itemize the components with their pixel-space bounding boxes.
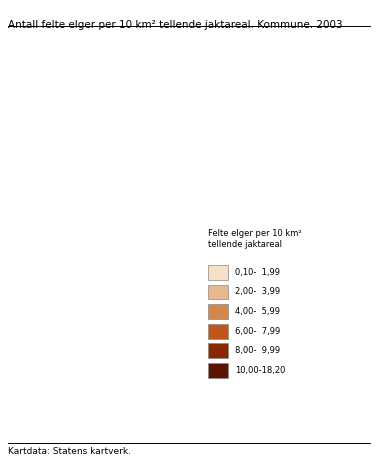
Text: Felte elger per 10 km²
tellende jaktareal: Felte elger per 10 km² tellende jaktarea… [208, 229, 301, 249]
Bar [208, 344, 228, 358]
Bar [208, 324, 228, 338]
Bar [208, 304, 228, 319]
Text: Antall felte elger per 10 km² tellende jaktareal. Kommune. 2003: Antall felte elger per 10 km² tellende j… [8, 20, 342, 30]
Bar [208, 363, 228, 378]
Text: 0,10-  1,99: 0,10- 1,99 [235, 268, 280, 277]
Text: 2,00-  3,99: 2,00- 3,99 [235, 288, 280, 297]
Text: 10,00-18,20: 10,00-18,20 [235, 366, 286, 375]
Text: 8,00-  9,99: 8,00- 9,99 [235, 346, 280, 355]
Text: 6,00-  7,99: 6,00- 7,99 [235, 327, 280, 336]
Bar [208, 284, 228, 299]
Bar [208, 265, 228, 280]
Text: Kartdata: Statens kartverk.: Kartdata: Statens kartverk. [8, 446, 130, 455]
Text: 4,00-  5,99: 4,00- 5,99 [235, 307, 280, 316]
